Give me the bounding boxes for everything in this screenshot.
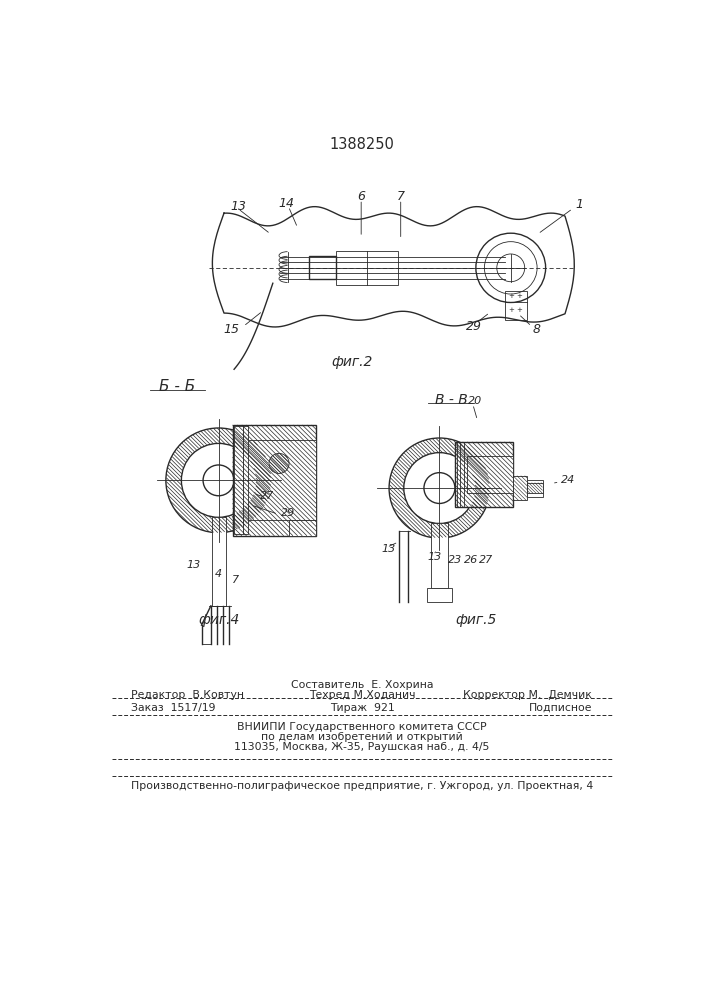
Text: В - В: В - В xyxy=(435,393,467,407)
Text: 13: 13 xyxy=(230,200,246,213)
Bar xyxy=(309,256,337,279)
Text: Подписное: Подписное xyxy=(529,703,592,713)
Text: 23: 23 xyxy=(448,555,462,565)
Text: +: + xyxy=(508,293,514,299)
Circle shape xyxy=(166,428,271,533)
Text: по делам изобретений и открытий: по делам изобретений и открытий xyxy=(261,732,463,742)
Bar xyxy=(527,483,542,493)
Bar xyxy=(234,426,243,534)
Bar xyxy=(455,442,513,507)
Circle shape xyxy=(182,443,256,517)
Text: 27: 27 xyxy=(260,491,275,501)
Text: 4: 4 xyxy=(215,569,222,579)
Text: 24: 24 xyxy=(561,475,575,485)
Text: 15: 15 xyxy=(223,323,240,336)
Bar xyxy=(243,426,248,534)
Text: Заказ  1517/19: Заказ 1517/19 xyxy=(131,703,216,713)
Text: 26: 26 xyxy=(464,555,478,565)
Bar xyxy=(211,517,226,606)
Text: 14: 14 xyxy=(278,197,294,210)
Text: 7: 7 xyxy=(397,190,404,204)
Text: 6: 6 xyxy=(357,190,366,204)
Text: 29: 29 xyxy=(281,508,295,518)
Bar xyxy=(506,291,527,320)
Circle shape xyxy=(269,453,289,473)
Bar xyxy=(337,251,398,285)
Text: фиг.5: фиг.5 xyxy=(455,613,496,627)
Text: 13: 13 xyxy=(186,560,200,570)
Text: 13: 13 xyxy=(427,552,441,562)
Text: Производственно-полиграфическое предприятие, г. Ужгород, ул. Проектная, 4: Производственно-полиграфическое предприя… xyxy=(131,781,593,791)
Text: Б - Б: Б - Б xyxy=(159,379,196,394)
Text: Редактор  В.Ковтун: Редактор В.Ковтун xyxy=(131,690,244,700)
Text: 7: 7 xyxy=(232,575,239,585)
Text: Корректор М.  Демчик: Корректор М. Демчик xyxy=(463,690,592,700)
Text: 113035, Москва, Ж-35, Раушская наб., д. 4/5: 113035, Москва, Ж-35, Раушская наб., д. … xyxy=(234,742,490,752)
Bar xyxy=(431,523,448,588)
Text: 1388250: 1388250 xyxy=(329,137,395,152)
Bar xyxy=(427,588,452,602)
Text: 13: 13 xyxy=(381,544,396,554)
Bar xyxy=(289,520,316,536)
Text: 27: 27 xyxy=(479,555,493,565)
Text: 29: 29 xyxy=(467,320,482,333)
Text: +: + xyxy=(516,293,522,299)
Text: фиг.4: фиг.4 xyxy=(198,613,239,627)
Text: Составитель  Е. Хохрина: Составитель Е. Хохрина xyxy=(291,680,433,690)
Circle shape xyxy=(389,438,490,538)
Circle shape xyxy=(404,453,475,523)
Bar xyxy=(467,456,513,493)
Bar xyxy=(233,425,316,536)
Text: 20: 20 xyxy=(468,396,482,406)
Circle shape xyxy=(424,473,455,503)
Text: 8: 8 xyxy=(532,323,540,336)
Text: ВНИИПИ Государственного комитета СССР: ВНИИПИ Государственного комитета СССР xyxy=(237,722,486,732)
Bar xyxy=(527,480,542,497)
Circle shape xyxy=(203,465,234,496)
Bar xyxy=(243,440,316,520)
Text: +: + xyxy=(508,307,514,313)
Text: +: + xyxy=(516,307,522,313)
Text: 1: 1 xyxy=(575,198,583,211)
Text: фиг.2: фиг.2 xyxy=(331,355,373,369)
Text: Тираж  921: Тираж 921 xyxy=(329,703,395,713)
Text: Техред М.Хoданич: Техред М.Хoданич xyxy=(309,690,415,700)
Bar xyxy=(513,476,527,500)
